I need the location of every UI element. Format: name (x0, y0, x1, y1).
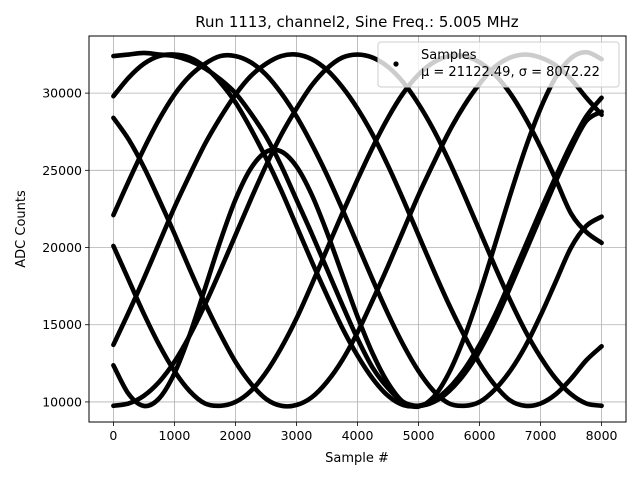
x-tick-label: 7000 (525, 428, 557, 443)
x-tick-label: 8000 (586, 428, 618, 443)
sample-trace-2 (111, 50, 604, 409)
y-tick-label: 10000 (42, 394, 82, 409)
x-tick-label: 6000 (464, 428, 496, 443)
x-tick-label: 1000 (159, 428, 191, 443)
sample-trace-6 (111, 52, 604, 409)
y-axis-label: ADC Counts (14, 190, 29, 268)
y-tick-label: 15000 (42, 317, 82, 332)
sample-trace-3 (111, 52, 604, 409)
ticks: 0 1000 2000 3000 4000 5000 6000 7000 8000 10000 15… (42, 86, 617, 443)
legend-stats: μ = 21122.49, σ = 8072.22 (421, 65, 600, 80)
legend-series-name: Samples (421, 48, 477, 63)
x-tick-label: 5000 (403, 428, 435, 443)
x-tick-label: 0 (109, 428, 117, 443)
sample-trace-4 (111, 52, 604, 409)
x-tick-label: 2000 (220, 428, 252, 443)
y-tick-label: 20000 (42, 240, 82, 255)
legend-marker (393, 61, 399, 67)
x-tick-label: 4000 (342, 428, 374, 443)
sample-trace-8 (111, 52, 604, 409)
y-tick-label: 30000 (42, 86, 82, 101)
x-tick-label: 3000 (281, 428, 313, 443)
sample-trace-7 (111, 52, 604, 409)
x-axis-label: Sample # (325, 451, 389, 466)
chart-title: Run 1113, channel2, Sine Freq.: 5.005 MH… (195, 13, 519, 31)
legend-box (377, 41, 620, 88)
legend: Samples μ = 21122.49, σ = 8072.22 (377, 41, 620, 88)
y-tick-label: 25000 (42, 163, 82, 178)
